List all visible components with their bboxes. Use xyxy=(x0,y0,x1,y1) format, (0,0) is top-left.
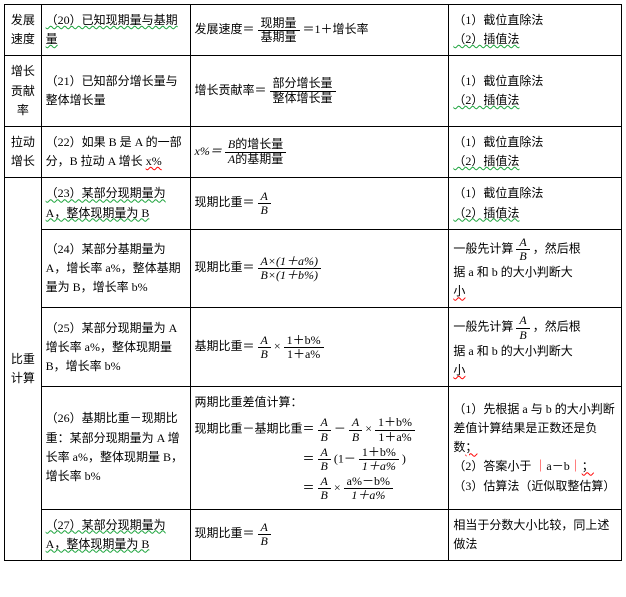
category-cell: 增长贡献率 xyxy=(5,56,42,127)
method-cell: 一般先计算 AB ，然后根 据 a 和 b 的大小判断大 小 xyxy=(449,308,622,387)
condition-cell: （25）某部分现期量为 A 增长率 a%，整体现期量 B，增长率 b% xyxy=(41,308,190,387)
table-row: （25）某部分现期量为 A 增长率 a%，整体现期量 B，增长率 b% 基期比重… xyxy=(5,308,622,387)
category-cell: 发展速度 xyxy=(5,5,42,56)
method-cell: （1）截位直除法 （2）插值法 xyxy=(449,5,622,56)
table-row: （24）某部分基期量为 A，增长率 a%，整体基期量为 B，增长率 b% 现期比… xyxy=(5,229,622,308)
method-cell: 一般先计算 AB ，然后根 据 a 和 b 的大小判断大 小 xyxy=(449,229,622,308)
method-cell: （1）截位直除法 （2）插值法 xyxy=(449,56,622,127)
category-cell: 比重计算 xyxy=(5,178,42,561)
formula-table: 发展速度 （20）已知现期量与基期量 发展速度＝ 现期量基期量 ＝1＋增长率 （… xyxy=(4,4,622,561)
table-row: 增长贡献率 （21）已知部分增长量与整体增长量 增长贡献率＝ 部分增长量整体增长… xyxy=(5,56,622,127)
table-row: 发展速度 （20）已知现期量与基期量 发展速度＝ 现期量基期量 ＝1＋增长率 （… xyxy=(5,5,622,56)
condition-cell: （20）已知现期量与基期量 xyxy=(41,5,190,56)
formula-cell: 现期比重＝ AB xyxy=(190,178,449,229)
formula-cell: 现期比重＝ A×(1＋a%)B×(1＋b%) xyxy=(190,229,449,308)
formula-cell: 基期比重＝ AB × 1＋b%1＋a% xyxy=(190,308,449,387)
formula-cell: 现期比重＝ AB xyxy=(190,509,449,560)
condition-cell: （23）某部分现期量为 A，整体现期量为 B xyxy=(41,178,190,229)
condition-cell: （22）如果 B 是 A 的一部分，B 拉动 A 增长 x% xyxy=(41,126,190,177)
method-cell: 相当于分数大小比较，同上述做法 xyxy=(449,509,622,560)
condition-cell: （21）已知部分增长量与整体增长量 xyxy=(41,56,190,127)
method-cell: （1）截位直除法 （2）插值法 xyxy=(449,178,622,229)
table-row: 比重计算 （23）某部分现期量为 A，整体现期量为 B 现期比重＝ AB （1）… xyxy=(5,178,622,229)
formula-cell: 增长贡献率＝ 部分增长量整体增长量 xyxy=(190,56,449,127)
formula-cell: 发展速度＝ 现期量基期量 ＝1＋增长率 xyxy=(190,5,449,56)
table-row: （27）某部分现期量为 A，整体现期量为 B 现期比重＝ AB 相当于分数大小比… xyxy=(5,509,622,560)
formula-cell: 两期比重差值计算： 现期比重－基期比重＝ AB － AB × 1＋b%1＋a% … xyxy=(190,387,449,509)
formula-cell: x%＝ B的增长量 A的基期量 xyxy=(190,126,449,177)
table-row: （26）基期比重－现期比重：某部分现期量为 A 增长率 a%，整体现期量 B，增… xyxy=(5,387,622,509)
condition-cell: （24）某部分基期量为 A，增长率 a%，整体基期量为 B，增长率 b% xyxy=(41,229,190,308)
condition-cell: （27）某部分现期量为 A，整体现期量为 B xyxy=(41,509,190,560)
table-row: 拉动增长 （22）如果 B 是 A 的一部分，B 拉动 A 增长 x% x%＝ … xyxy=(5,126,622,177)
category-cell: 拉动增长 xyxy=(5,126,42,177)
condition-cell: （26）基期比重－现期比重：某部分现期量为 A 增长率 a%，整体现期量 B，增… xyxy=(41,387,190,509)
method-cell: （1）先根据 a 与 b 的大小判断差值计算结果是正数还是负数； （2）答案小于… xyxy=(449,387,622,509)
method-cell: （1）截位直除法 （2）插值法 xyxy=(449,126,622,177)
